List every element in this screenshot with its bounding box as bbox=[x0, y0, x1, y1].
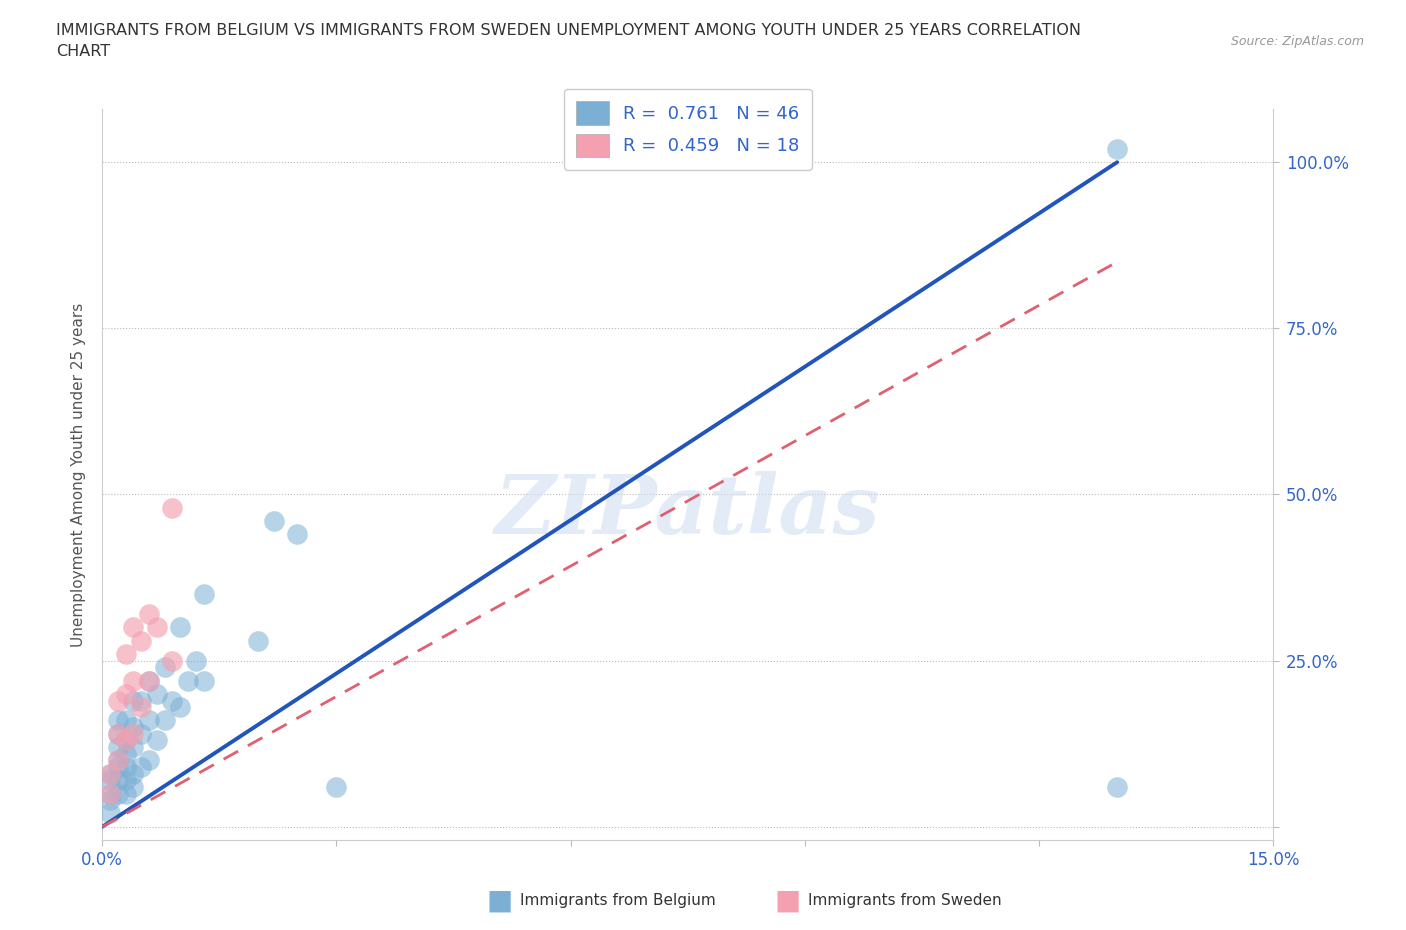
Point bbox=[162, 693, 184, 708]
Text: IMMIGRANTS FROM BELGIUM VS IMMIGRANTS FROM SWEDEN UNEMPLOYMENT AMONG YOUTH UNDER: IMMIGRANTS FROM BELGIUM VS IMMIGRANTS FR… bbox=[56, 23, 1081, 60]
Point bbox=[146, 620, 169, 635]
Text: ■: ■ bbox=[486, 886, 512, 914]
Text: Immigrants from Sweden: Immigrants from Sweden bbox=[808, 893, 1002, 908]
Point bbox=[138, 753, 160, 768]
Point bbox=[129, 693, 152, 708]
Point bbox=[162, 653, 184, 668]
Point bbox=[107, 786, 129, 801]
Point bbox=[107, 753, 129, 768]
Point bbox=[153, 660, 176, 675]
Point bbox=[1107, 779, 1129, 794]
Point bbox=[169, 699, 191, 714]
Point bbox=[177, 673, 200, 688]
Point bbox=[114, 760, 136, 775]
Point bbox=[138, 673, 160, 688]
Point bbox=[325, 779, 347, 794]
Point bbox=[98, 786, 121, 801]
Point bbox=[114, 646, 136, 661]
Text: ZIPatlas: ZIPatlas bbox=[495, 472, 880, 551]
Point bbox=[114, 773, 136, 788]
Point bbox=[247, 633, 270, 648]
Point bbox=[122, 693, 145, 708]
Point bbox=[122, 779, 145, 794]
Point bbox=[184, 653, 207, 668]
Point bbox=[129, 726, 152, 741]
Point bbox=[122, 739, 145, 754]
Point bbox=[193, 673, 215, 688]
Point bbox=[169, 620, 191, 635]
Point bbox=[1107, 141, 1129, 156]
Point bbox=[146, 733, 169, 748]
Point bbox=[114, 686, 136, 701]
Point bbox=[98, 766, 121, 781]
Y-axis label: Unemployment Among Youth under 25 years: Unemployment Among Youth under 25 years bbox=[72, 302, 86, 646]
Point bbox=[107, 713, 129, 728]
Point bbox=[129, 699, 152, 714]
Point bbox=[263, 513, 285, 528]
Point bbox=[138, 713, 160, 728]
Point bbox=[122, 726, 145, 741]
Point bbox=[98, 766, 121, 781]
Point bbox=[107, 753, 129, 768]
Text: ■: ■ bbox=[775, 886, 800, 914]
Point bbox=[107, 739, 129, 754]
Point bbox=[129, 760, 152, 775]
Point bbox=[114, 733, 136, 748]
Point bbox=[122, 673, 145, 688]
Point bbox=[98, 792, 121, 807]
Point bbox=[114, 713, 136, 728]
Point bbox=[107, 726, 129, 741]
Point bbox=[138, 673, 160, 688]
Point bbox=[153, 713, 176, 728]
Point bbox=[107, 693, 129, 708]
Point bbox=[122, 720, 145, 735]
Point bbox=[107, 773, 129, 788]
Text: Source: ZipAtlas.com: Source: ZipAtlas.com bbox=[1230, 35, 1364, 48]
Point bbox=[114, 746, 136, 761]
Point bbox=[98, 806, 121, 821]
Point bbox=[98, 773, 121, 788]
Point bbox=[162, 500, 184, 515]
Point bbox=[98, 786, 121, 801]
Point bbox=[122, 620, 145, 635]
Point bbox=[146, 686, 169, 701]
Point bbox=[107, 760, 129, 775]
Point bbox=[287, 527, 309, 542]
Point bbox=[114, 733, 136, 748]
Text: Immigrants from Belgium: Immigrants from Belgium bbox=[520, 893, 716, 908]
Point bbox=[114, 786, 136, 801]
Point bbox=[122, 766, 145, 781]
Point bbox=[193, 587, 215, 602]
Legend: R =  0.761   N = 46, R =  0.459   N = 18: R = 0.761 N = 46, R = 0.459 N = 18 bbox=[564, 88, 813, 169]
Point bbox=[107, 726, 129, 741]
Point bbox=[138, 606, 160, 621]
Point bbox=[129, 633, 152, 648]
